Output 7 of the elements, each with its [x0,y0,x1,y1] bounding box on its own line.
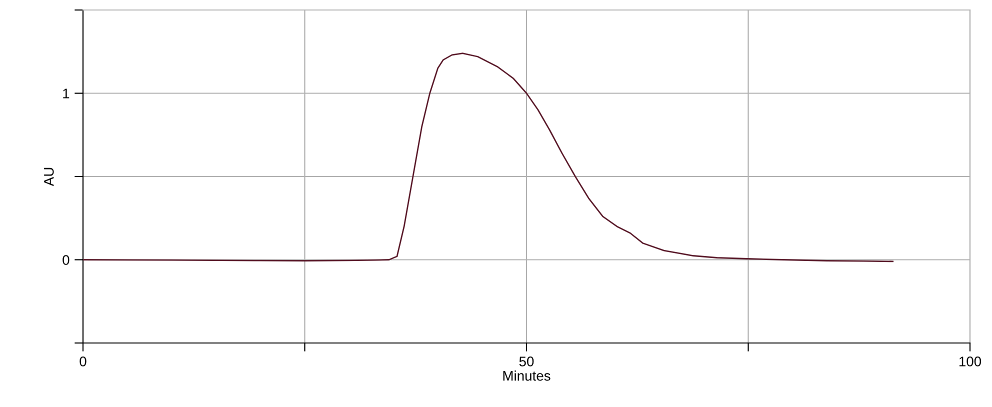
line-series [83,52,894,262]
x-tick-label: 100 [959,356,982,366]
x-tick-label: 50 [519,356,534,366]
y-axis-title: AU [44,168,54,186]
y-tick-label: 1 [63,88,70,98]
x-tick-label: 0 [80,356,86,366]
x-axis-title: Minutes [503,370,550,381]
